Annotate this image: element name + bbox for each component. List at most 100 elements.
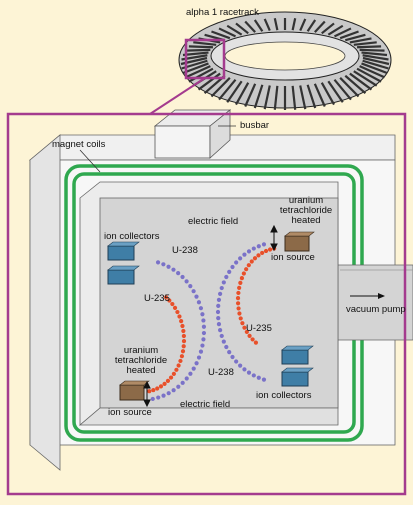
racetrack-coil-segment xyxy=(244,20,256,33)
racetrack-coil-segment xyxy=(185,48,211,52)
right-u235-beam-dot xyxy=(235,296,241,301)
left-u235-beam-dot xyxy=(181,333,186,339)
left-u238-beam-dot xyxy=(176,271,181,276)
right-u235-beam-dot xyxy=(246,263,251,268)
racetrack-coil-segment xyxy=(313,83,326,107)
left-u238-beam-dot xyxy=(150,396,155,402)
right-u238-beam-dot xyxy=(221,339,226,344)
right-u238-beam-dot xyxy=(238,363,243,368)
right-u238-beam-dot xyxy=(216,297,222,302)
magnet-coils-label: magnet coils xyxy=(52,139,106,150)
right-u238-beam-dot xyxy=(234,359,239,364)
left-ion-source-label: ion source xyxy=(108,407,152,418)
left-u238-beam-dot xyxy=(166,391,171,396)
racetrack-coil-segment xyxy=(253,19,264,32)
left-u238-beam-dot xyxy=(184,376,189,381)
racetrack-coil-segment xyxy=(188,45,213,49)
right-u238-beam-dot xyxy=(230,264,235,270)
racetrack-coil-segment xyxy=(226,24,243,36)
racetrack-coil-segment xyxy=(314,20,326,33)
right-u238-beam-dot xyxy=(246,370,252,375)
racetrack-coil-segment xyxy=(218,27,236,38)
racetrack-coil-segment xyxy=(320,82,335,106)
right-u235-beam-dot xyxy=(236,306,241,311)
right-u235-beam-dot xyxy=(249,259,254,264)
busbar-label: busbar xyxy=(240,120,270,131)
right-u238-beam-dot xyxy=(242,252,247,257)
left-u238-beam-dot xyxy=(201,330,207,336)
right-u235-beam-dot xyxy=(263,248,269,254)
vacuum-pump-label: vacuum pump xyxy=(346,304,406,315)
left-collector-top xyxy=(107,241,140,261)
vacuum-arrow xyxy=(350,293,385,299)
right-u235-beam-dot xyxy=(253,340,259,345)
left-u238-beam-dot xyxy=(198,306,204,311)
left-u238-beam-dot xyxy=(180,274,185,280)
left-u235-beam-dot xyxy=(168,375,174,380)
right-u238-beam-dot xyxy=(216,316,221,321)
left-u235-beam-dot xyxy=(167,298,172,303)
left-u238-beam-dot xyxy=(201,324,207,329)
right-collector-top xyxy=(281,345,314,365)
racetrack-coil-segment xyxy=(244,83,257,107)
left-u238-beam-dot xyxy=(191,289,196,294)
racetrack-coil-segment xyxy=(263,18,271,31)
racetrack-illustration xyxy=(178,11,392,110)
racetrack-coil-segment xyxy=(339,77,360,98)
right-u238-beam-dot xyxy=(230,354,235,360)
racetrack-coil-segment xyxy=(197,72,221,91)
left-collector-bottom xyxy=(107,265,140,285)
racetrack-coil-segment xyxy=(339,30,359,40)
racetrack-coil-segment xyxy=(361,51,388,57)
right-u235-beam-dot xyxy=(237,311,242,316)
left-u235-beam-dot xyxy=(176,363,181,368)
racetrack-coil-segment xyxy=(273,17,279,31)
left-u238-beam-dot xyxy=(156,395,161,400)
left-u238-beam-dot xyxy=(196,355,202,360)
right-u235-beam-dot xyxy=(247,333,252,338)
racetrack-coil-segment xyxy=(235,22,249,35)
right-u238-beam-dot xyxy=(251,373,256,378)
racetrack-coil-segment xyxy=(226,80,243,103)
right-u235-label: U-235 xyxy=(246,323,272,334)
racetrack-coil-segment xyxy=(361,62,388,75)
racetrack-coil-segment xyxy=(299,18,307,31)
left-u235-beam-dot xyxy=(179,319,184,324)
racetrack-coil-segment xyxy=(359,48,385,52)
racetrack-coil-segment xyxy=(359,65,385,79)
left-u238-beam-dot xyxy=(171,388,176,393)
right-u235-beam-dot xyxy=(244,267,249,272)
left-u238-beam-dot xyxy=(200,312,205,317)
right-u238-beam-dot xyxy=(256,244,261,249)
right-u235-beam-dot xyxy=(237,285,242,290)
racetrack-coil-segment xyxy=(188,67,214,83)
right-u235-beam-dot xyxy=(244,329,249,335)
left-u235-beam-dot xyxy=(158,384,164,389)
left-u238-beam-dot xyxy=(184,279,189,284)
racetrack-coil-segment xyxy=(356,67,382,83)
right-u238-beam-dot xyxy=(261,242,267,247)
racetrack-coil-segment xyxy=(321,22,335,35)
magnet-left-face xyxy=(29,134,61,471)
zoom-line xyxy=(149,77,206,115)
racetrack-coil-segment xyxy=(253,84,264,109)
left-u238-beam-dot xyxy=(188,371,193,376)
left-u235-beam-dot xyxy=(181,328,186,334)
racetrack-coil-segment xyxy=(299,85,307,110)
right-collectors-label: ion collectors xyxy=(256,390,312,401)
left-u235-beam-dot xyxy=(163,295,169,300)
left-u238-beam-dot xyxy=(194,361,199,366)
racetrack-coil-segment xyxy=(357,45,382,49)
chamber-floor xyxy=(78,407,339,426)
right-u238-beam-dot xyxy=(224,274,229,280)
racetrack-coil-segment xyxy=(291,85,297,110)
right-u238-beam-dot xyxy=(234,260,239,265)
left-u235-beam-dot xyxy=(180,323,185,329)
left-u238-beam-dot xyxy=(155,260,161,265)
racetrack-label: alpha 1 racetrack xyxy=(186,7,259,18)
right-u235-beam-dot xyxy=(250,337,255,342)
right-u235-beam-dot xyxy=(238,316,243,321)
racetrack-coil-segment xyxy=(353,70,378,87)
right-collector-bottom xyxy=(281,367,314,387)
